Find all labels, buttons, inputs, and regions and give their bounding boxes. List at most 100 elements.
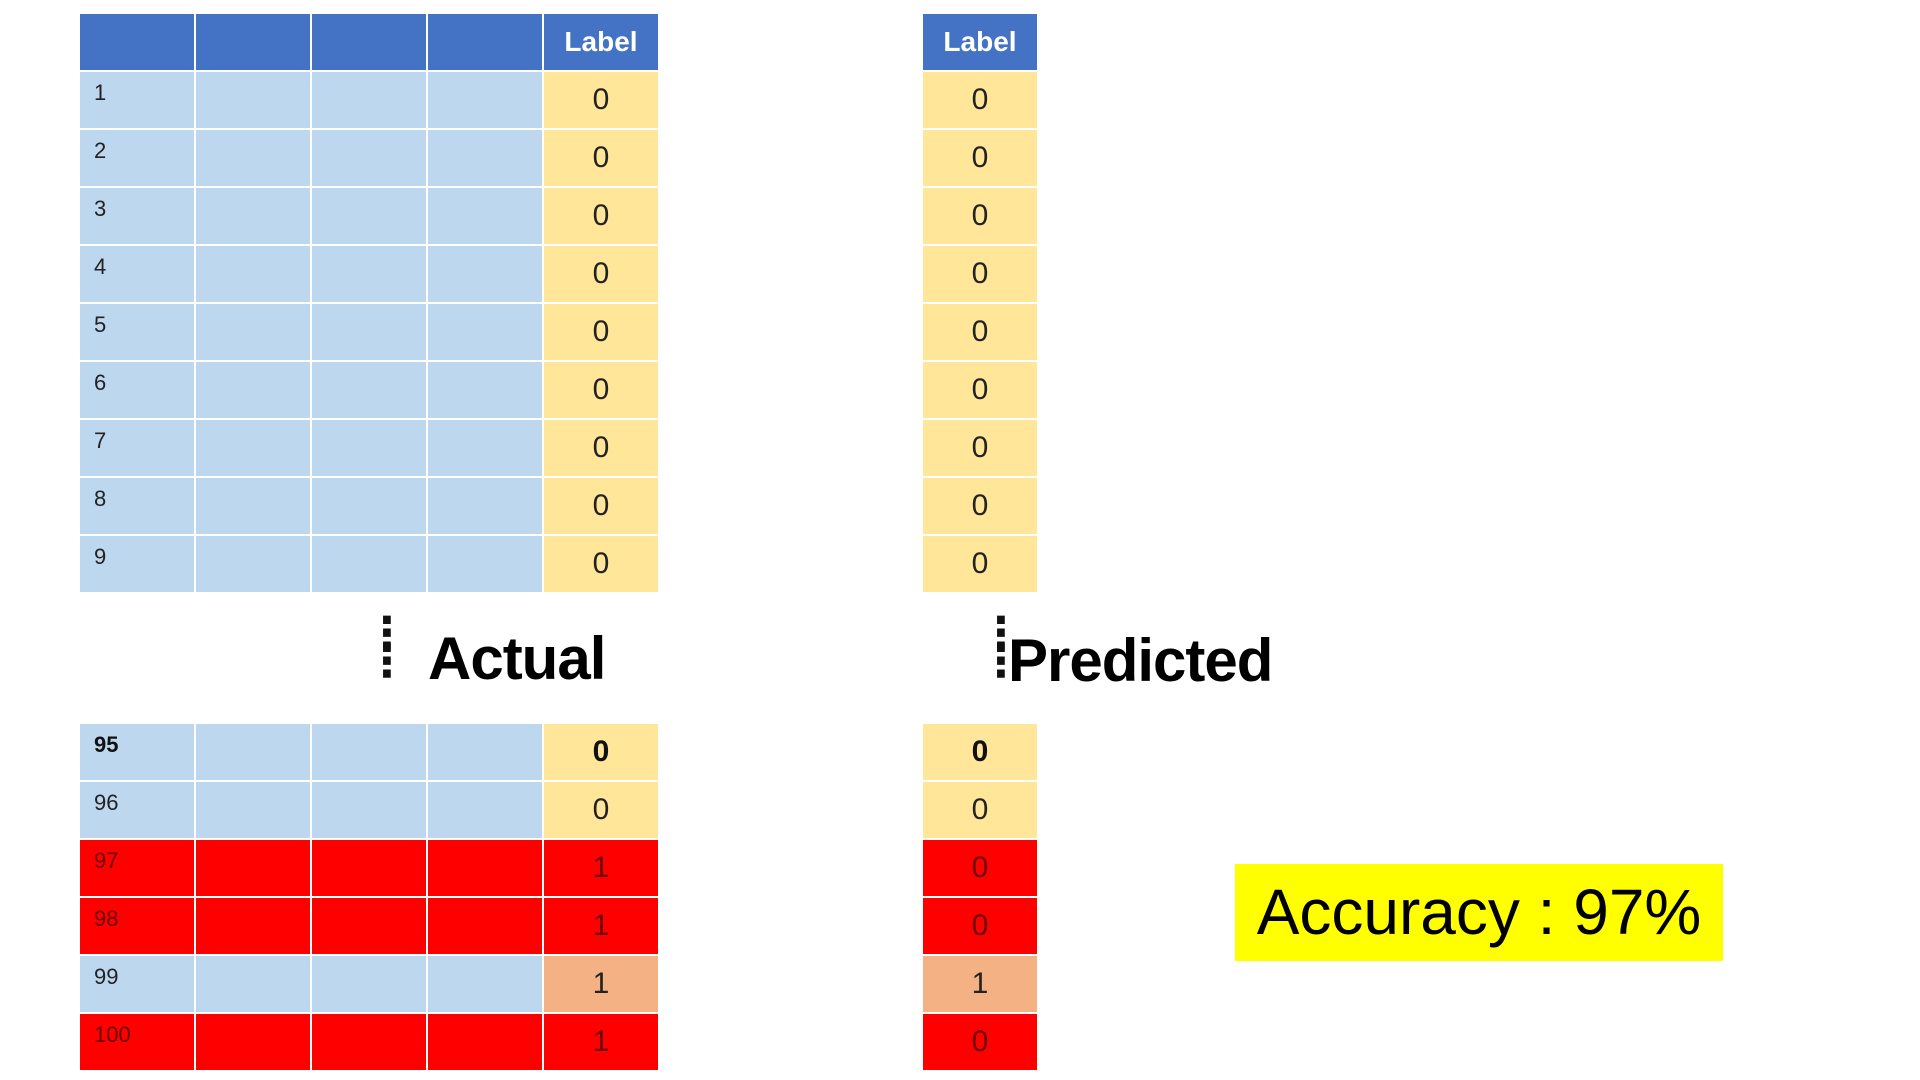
predicted-label-cell: 0 [923,246,1039,304]
feature-cell [196,246,312,304]
feature-cell [312,782,428,840]
feature-cell [196,478,312,536]
predicted-label-cell: 0 [923,130,1039,188]
actual-label-cell: 1 [544,840,660,898]
actual-header-cell [196,14,312,72]
actual-label-cell: 0 [544,724,660,782]
predicted-header-row: Label [923,14,1039,72]
actual-label-cell: 1 [544,1014,660,1072]
row-index: 97 [80,840,196,898]
row-index: 6 [80,362,196,420]
predicted-row: 0 [923,478,1039,536]
predicted-row: 0 [923,188,1039,246]
predicted-row: 1 [923,956,1039,1014]
predicted-row: 0 [923,1014,1039,1072]
feature-cell [428,420,544,478]
predicted-label-cell: 0 [923,188,1039,246]
ellipsis-vertical-icon: ⋮ ⋮ [979,609,1023,686]
predicted-label-cell: 0 [923,536,1039,594]
predicted-row: 0 [923,782,1039,840]
actual-label-cell: 0 [544,246,660,304]
row-index: 1 [80,72,196,130]
feature-cell [312,246,428,304]
feature-cell [196,536,312,594]
feature-cell [312,724,428,782]
predicted-row: 0 [923,898,1039,956]
feature-cell [312,130,428,188]
feature-cell [428,536,544,594]
actual-row: 98 1 [80,898,660,956]
feature-cell [312,188,428,246]
feature-cell [196,420,312,478]
feature-cell [312,478,428,536]
row-index: 3 [80,188,196,246]
actual-header-cell [312,14,428,72]
actual-table-bottom: 95 0 96 0 97 1 98 1 99 1 100 1 [80,724,660,1072]
actual-header-cell [80,14,196,72]
actual-label-cell: 0 [544,188,660,246]
feature-cell [196,724,312,782]
feature-cell [312,304,428,362]
predicted-label-cell: 0 [923,898,1039,956]
actual-label-cell: 0 [544,782,660,840]
actual-row: 99 1 [80,956,660,1014]
feature-cell [312,1014,428,1072]
predicted-row: 0 [923,130,1039,188]
feature-cell [312,362,428,420]
predicted-row: 0 [923,536,1039,594]
predicted-row: 0 [923,246,1039,304]
predicted-label-cell: 0 [923,304,1039,362]
ellipsis-vertical-icon: ⋮ ⋮ [365,609,409,686]
actual-row: 100 1 [80,1014,660,1072]
predicted-row: 0 [923,420,1039,478]
row-index: 8 [80,478,196,536]
actual-label-cell: 0 [544,478,660,536]
feature-cell [428,724,544,782]
feature-cell [428,130,544,188]
actual-label-cell: 1 [544,956,660,1014]
predicted-label-cell: 0 [923,1014,1039,1072]
feature-cell [428,246,544,304]
actual-row: 95 0 [80,724,660,782]
feature-cell [196,72,312,130]
feature-cell [196,898,312,956]
row-index: 98 [80,898,196,956]
predicted-row: 0 [923,724,1039,782]
predicted-row: 0 [923,840,1039,898]
row-index: 2 [80,130,196,188]
predicted-label-cell: 0 [923,72,1039,130]
predicted-row: 0 [923,362,1039,420]
predicted-row: 0 [923,304,1039,362]
feature-cell [196,188,312,246]
actual-label-cell: 0 [544,72,660,130]
actual-label-header: Label [544,14,660,72]
feature-cell [312,956,428,1014]
actual-label-cell: 0 [544,304,660,362]
feature-cell [428,898,544,956]
predicted-label-cell: 0 [923,840,1039,898]
row-index: 96 [80,782,196,840]
predicted-label-cell: 0 [923,362,1039,420]
feature-cell [312,420,428,478]
feature-cell [428,782,544,840]
feature-cell [196,782,312,840]
feature-cell [196,304,312,362]
predicted-label-cell: 0 [923,782,1039,840]
actual-row: 96 0 [80,782,660,840]
feature-cell [428,478,544,536]
feature-cell [196,1014,312,1072]
predicted-label-cell: 0 [923,724,1039,782]
feature-cell [196,362,312,420]
feature-cell [196,130,312,188]
row-index: 100 [80,1014,196,1072]
actual-label-cell: 1 [544,898,660,956]
predicted-label-cell: 0 [923,478,1039,536]
